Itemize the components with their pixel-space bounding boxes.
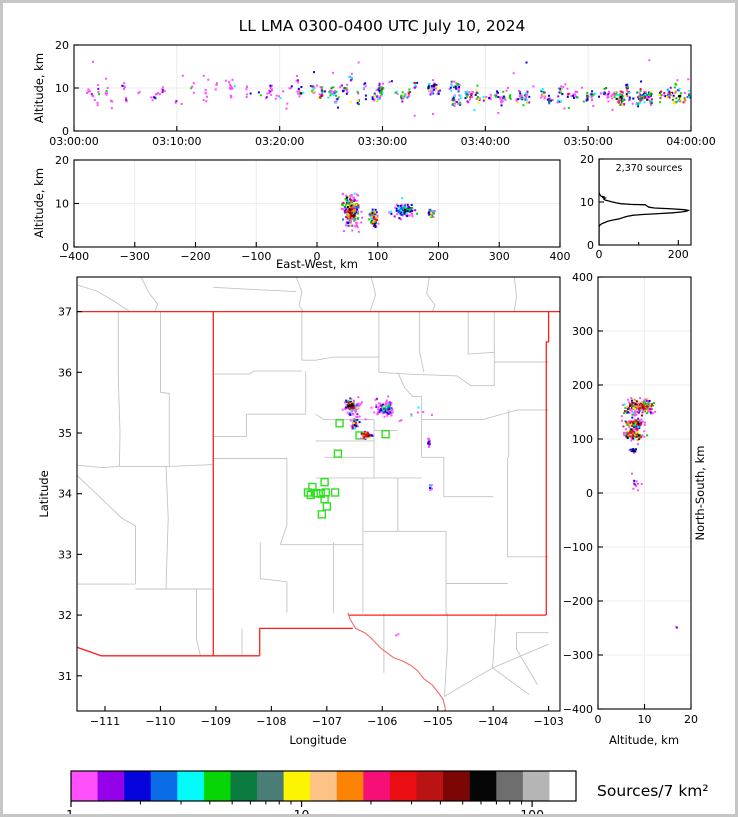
tick-label: −400 xyxy=(563,703,593,716)
lma-station-marker xyxy=(381,430,390,439)
tick-label: 10 xyxy=(638,713,652,726)
time-height-panel xyxy=(86,59,691,117)
tick-label: −111 xyxy=(90,715,120,728)
tick-label: 20 xyxy=(684,713,698,726)
tick-label: 0 xyxy=(314,250,321,263)
tick-label: 03:10:00 xyxy=(152,135,201,148)
tick-label: −103 xyxy=(534,715,564,728)
histogram-source-count: 2,370 sources xyxy=(616,163,683,174)
tick-label: 0 xyxy=(587,239,594,252)
tick-label: 31 xyxy=(58,670,72,683)
ew-xlabel: East-West, km xyxy=(276,257,358,271)
ns-xlabel: Altitude, km xyxy=(609,733,679,747)
tick-label: 37 xyxy=(58,306,72,319)
plot-canvas: 110100 0102003:00:0003:10:0003:20:0003:3… xyxy=(32,17,716,814)
colorbar: 1 10 100 xyxy=(66,770,577,814)
tick-label: 0 xyxy=(595,713,602,726)
axis-ticks: 0 10 20 03:00:00 03:10:00 03:20:00 03:30:00 03:… xyxy=(49,39,715,728)
ns-ylabel: North-South, km xyxy=(693,446,707,541)
map-xlabel: Longitude xyxy=(289,733,346,747)
tick-label: −400 xyxy=(59,250,89,263)
tick-label: 300 xyxy=(489,250,510,263)
colorbar-label: Sources/7 km² xyxy=(597,782,709,800)
colorbar-tick-label: 1 xyxy=(66,807,74,814)
colorbar-tick-label: 10 xyxy=(294,807,310,814)
time-ylabel: Altitude, km xyxy=(32,53,46,123)
ew-ylabel: Altitude, km xyxy=(32,168,46,238)
tick-label: 0 xyxy=(62,241,69,254)
tick-label: −110 xyxy=(145,715,175,728)
map-ylabel: Latitude xyxy=(37,470,51,517)
tick-label: 04:00:00 xyxy=(666,135,715,148)
histogram-curve xyxy=(599,159,691,245)
tick-label: 03:50:00 xyxy=(563,135,612,148)
lma-station-marker xyxy=(312,488,321,498)
tick-label: 400 xyxy=(550,250,571,263)
tick-label: −106 xyxy=(367,715,397,728)
tick-label: −108 xyxy=(256,715,286,728)
lma-station-marker xyxy=(330,488,340,497)
tick-label: 0 xyxy=(596,248,603,261)
tick-label: 10 xyxy=(580,196,594,209)
tick-label: 100 xyxy=(367,250,388,263)
lma-station-marker xyxy=(322,502,332,511)
tick-label: 200 xyxy=(428,250,449,263)
east-west-height-panel xyxy=(340,192,436,233)
lma-station-marker xyxy=(320,477,329,487)
map-frame xyxy=(76,276,561,712)
tick-label: 300 xyxy=(572,325,593,338)
tick-label: −300 xyxy=(563,649,593,662)
lma-station-marker xyxy=(317,510,327,519)
tick-label: 0 xyxy=(586,487,593,500)
tick-label: 10 xyxy=(55,82,69,95)
tick-label: −105 xyxy=(423,715,453,728)
plan-view-map-panel xyxy=(77,277,560,711)
tick-label: −200 xyxy=(180,250,210,263)
tick-label: 0 xyxy=(62,125,69,138)
tick-label: −109 xyxy=(201,715,231,728)
tick-label: 200 xyxy=(572,379,593,392)
tick-label: 03:40:00 xyxy=(461,135,510,148)
tick-label: −300 xyxy=(120,250,150,263)
tick-label: 200 xyxy=(668,248,689,261)
tick-label: −100 xyxy=(563,541,593,554)
tick-label: 36 xyxy=(58,366,72,379)
tick-label: 20 xyxy=(55,39,69,52)
lma-station-marker xyxy=(306,490,315,500)
tick-label: 03:00:00 xyxy=(49,135,98,148)
colorbar-tick-label: 100 xyxy=(520,807,544,814)
tick-label: 03:30:00 xyxy=(358,135,407,148)
lma-station-marker xyxy=(303,488,313,497)
altitude-histogram-panel xyxy=(599,159,691,245)
tick-label: 20 xyxy=(55,154,69,167)
tick-label: 400 xyxy=(572,271,593,284)
tick-label: −107 xyxy=(312,715,342,728)
tick-label: −100 xyxy=(241,250,271,263)
tick-label: −104 xyxy=(478,715,508,728)
tick-label: 100 xyxy=(572,433,593,446)
tick-label: 20 xyxy=(580,153,594,166)
tick-label: 33 xyxy=(58,548,72,561)
lma-station-marker xyxy=(333,449,343,458)
plot-title: LL LMA 0300-0400 UTC July 10, 2024 xyxy=(239,17,526,35)
tick-label: 32 xyxy=(58,609,72,622)
tick-label: 03:20:00 xyxy=(255,135,304,148)
tick-label: 10 xyxy=(55,198,69,211)
tick-label: 35 xyxy=(58,427,72,440)
colorbar-frame xyxy=(70,770,577,802)
tick-label: −200 xyxy=(563,595,593,608)
lma-station-marker xyxy=(335,419,344,428)
tick-label: 34 xyxy=(58,488,72,501)
north-south-height-panel xyxy=(620,397,678,629)
